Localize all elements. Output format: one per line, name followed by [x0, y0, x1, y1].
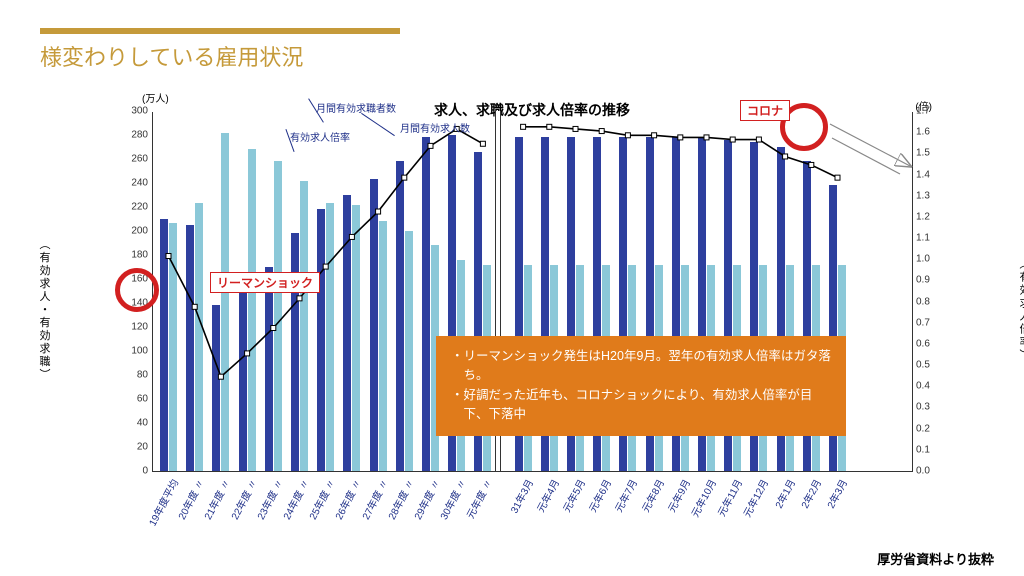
ratio-marker [192, 304, 197, 309]
page-root: 様変わりしている雇用状況 求人、求職及び求人倍率の推移 (万人) (倍) （有効… [0, 0, 1024, 576]
title-accent-bar [40, 28, 400, 34]
x-tick-label: 2年2月 [796, 476, 824, 511]
ratio-marker [166, 254, 171, 259]
legend-line: 有効求人倍率 [290, 129, 350, 144]
y2-tick: 0.6 [912, 338, 930, 349]
y1-tick: 60 [137, 394, 152, 405]
title-block: 様変わりしている雇用状況 [40, 28, 400, 72]
ratio-marker [218, 374, 223, 379]
lehman-circle [115, 268, 159, 312]
x-tick-label: 19年度平均 [144, 476, 181, 528]
callout-box: リーマンショック発生はH20年9月。翌年の有効求人倍率はガタ落ち。 好調だった近… [436, 336, 846, 436]
ratio-marker [480, 141, 485, 146]
ratio-marker [376, 209, 381, 214]
y2-tick: 0.8 [912, 296, 930, 307]
x-tick-label: 2年1月 [770, 476, 798, 511]
ratio-marker [245, 351, 250, 356]
legend-series-b: 月間有効求職者数 [316, 100, 396, 115]
y2-tick: 0.9 [912, 275, 930, 286]
ratio-marker [573, 126, 578, 131]
ratio-marker [809, 162, 814, 167]
legend-series-a: 月間有効求人数 [400, 120, 470, 135]
x-tick-label: 元年8月 [637, 476, 667, 514]
x-axis-labels: 19年度平均20年度 〃21年度 〃22年度 〃23年度 〃24年度 〃25年度… [152, 476, 912, 556]
x-tick-label: 31年3月 [505, 476, 535, 515]
y2-tick: 0.2 [912, 423, 930, 434]
ratio-marker [704, 135, 709, 140]
ratio-marker [652, 133, 657, 138]
y1-tick: 200 [131, 226, 152, 237]
x-tick-label: 元年7月 [611, 476, 641, 514]
x-tick-label: 元年6月 [584, 476, 614, 514]
ratio-marker [783, 154, 788, 159]
y1-tick: 40 [137, 418, 152, 429]
y1-tick: 260 [131, 154, 152, 165]
y1-tick: 80 [137, 370, 152, 381]
y2-tick: 1.0 [912, 254, 930, 265]
y2-axis-label: （有効求人倍率） [1016, 258, 1024, 362]
y1-tick: 220 [131, 202, 152, 213]
corona-label: コロナ [740, 100, 790, 121]
y1-tick: 280 [131, 130, 152, 141]
y1-tick: 240 [131, 178, 152, 189]
chart-container: 求人、求職及び求人倍率の推移 (万人) (倍) （有効求人・有効求職） （有効求… [112, 90, 952, 530]
y1-tick: 20 [137, 442, 152, 453]
ratio-marker [428, 143, 433, 148]
page-title: 様変わりしている雇用状況 [40, 40, 400, 72]
y2-tick: 0.7 [912, 317, 930, 328]
ratio-marker [730, 137, 735, 142]
y2-tick: 0.3 [912, 402, 930, 413]
lehman-label: リーマンショック [210, 272, 320, 293]
y2-tick: 1.7 [912, 106, 930, 117]
y2-tick: 1.1 [912, 233, 930, 244]
source-attribution: 厚労省資料より抜粋 [877, 549, 994, 568]
y1-tick: 300 [131, 106, 152, 117]
ratio-marker [625, 133, 630, 138]
ratio-marker [756, 137, 761, 142]
ratio-marker [547, 124, 552, 129]
y1-tick: 100 [131, 346, 152, 357]
trend-arrow [830, 124, 940, 204]
ratio-marker [521, 124, 526, 129]
y1-tick: 120 [131, 322, 152, 333]
y2-tick: 1.2 [912, 211, 930, 222]
y1-unit-label: (万人) [142, 90, 169, 105]
ratio-marker [678, 135, 683, 140]
ratio-marker [599, 129, 604, 134]
callout-bullet-1: リーマンショック発生はH20年9月。翌年の有効求人倍率はガタ落ち。 [451, 347, 831, 386]
y1-tick: 180 [131, 250, 152, 261]
ratio-marker [402, 175, 407, 180]
ratio-marker [297, 296, 302, 301]
ratio-marker [349, 234, 354, 239]
ratio-marker [323, 264, 328, 269]
y1-tick: 0 [142, 466, 152, 477]
y2-tick: 0.5 [912, 360, 930, 371]
ratio-marker [271, 326, 276, 331]
x-tick-label: 元年5月 [558, 476, 588, 514]
y2-tick: 0.4 [912, 381, 930, 392]
x-tick-label: 2年3月 [822, 476, 850, 511]
y1-axis-label: （有効求人・有効求職） [36, 239, 52, 382]
y2-tick: 0.0 [912, 466, 930, 477]
x-tick-label: 元年4月 [532, 476, 562, 514]
callout-bullet-2: 好調だった近年も、コロナショックにより、有効求人倍率が目下、下落中 [451, 386, 831, 425]
y2-tick: 0.1 [912, 444, 930, 455]
